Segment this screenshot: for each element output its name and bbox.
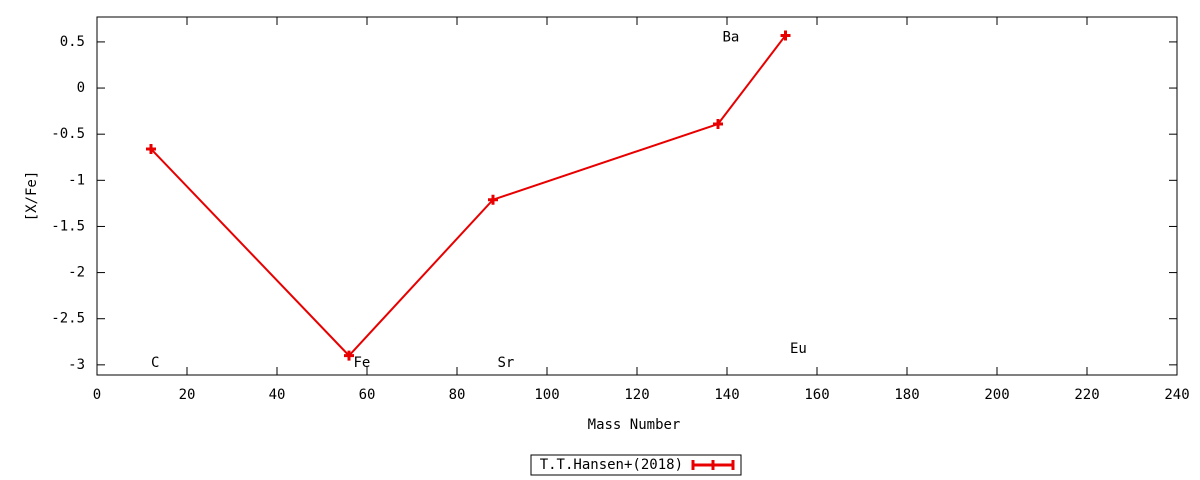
x-tick-label: 20 [179, 387, 196, 403]
y-tick-label: -3 [68, 357, 85, 373]
series-line [150, 34, 787, 358]
y-tick-label: 0.5 [60, 34, 85, 50]
annotation: Fe [354, 355, 371, 371]
x-tick-label: 160 [804, 387, 829, 403]
data-point [488, 194, 498, 205]
x-tick-label: 240 [1164, 387, 1189, 403]
y-axis-label: [X/Fe] [24, 171, 40, 222]
x-tick-label: 180 [894, 387, 919, 403]
x-tick-label: 100 [534, 387, 559, 403]
legend-label: T.T.Hansen+(2018) [540, 457, 683, 473]
y-tick-label: -2.5 [51, 311, 85, 327]
annotation: Eu [790, 341, 807, 357]
x-tick-label: 120 [624, 387, 649, 403]
x-tick-label: 80 [449, 387, 466, 403]
x-tick-label: 140 [714, 387, 739, 403]
data-point [713, 119, 723, 130]
y-tick-label: 0 [77, 80, 85, 96]
x-tick-label: 200 [984, 387, 1009, 403]
y-tick-label: -0.5 [51, 126, 85, 142]
legend-box [530, 454, 742, 476]
x-tick-label: 60 [359, 387, 376, 403]
annotation: Sr [498, 355, 515, 371]
annotation: C [151, 355, 159, 371]
legend-swatch [708, 460, 718, 470]
x-tick-label: 0 [93, 387, 101, 403]
annotation: Ba [723, 29, 740, 45]
y-tick-label: -2 [68, 265, 85, 281]
plot-frame [96, 16, 1178, 376]
y-tick-label: -1.5 [51, 218, 85, 234]
y-tick-label: -1 [68, 172, 85, 188]
x-tick-label: 40 [269, 387, 286, 403]
x-axis-label: Mass Number [588, 417, 681, 433]
data-point [146, 143, 156, 154]
data-point [780, 30, 791, 41]
x-tick-label: 220 [1074, 387, 1099, 403]
data-point [344, 350, 354, 361]
